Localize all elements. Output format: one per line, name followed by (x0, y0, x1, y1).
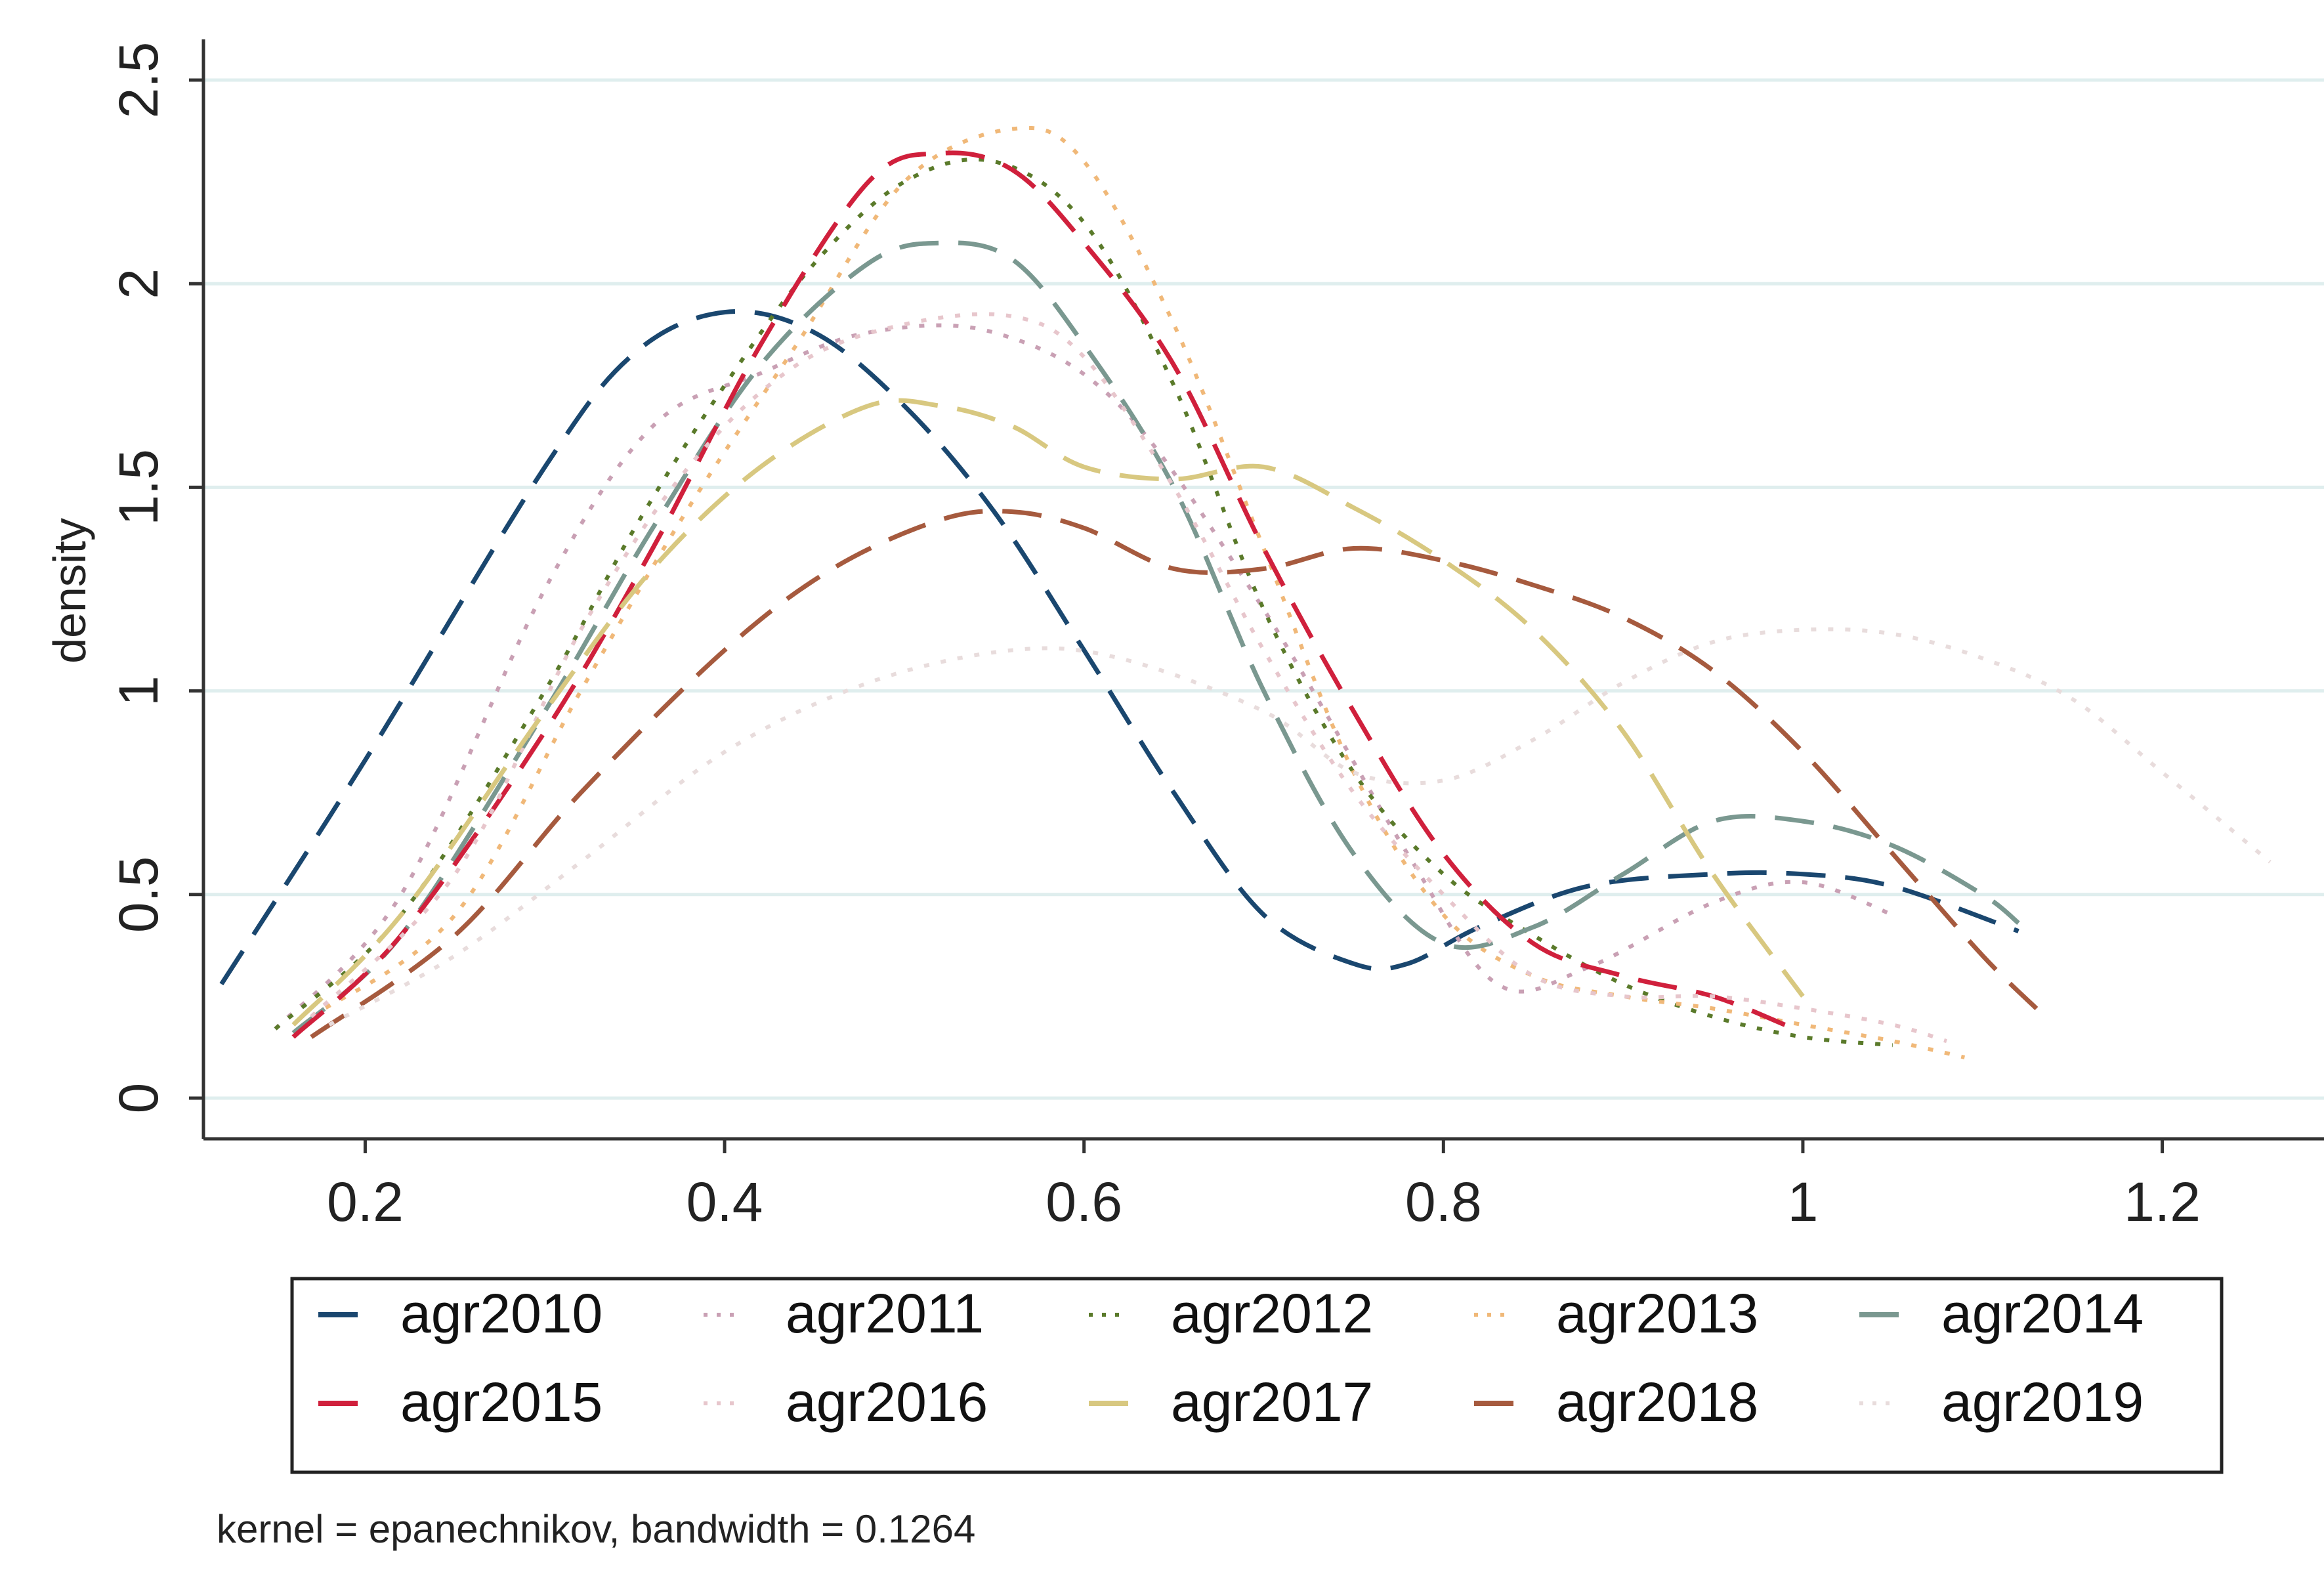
series-line-agr2012 (274, 157, 1893, 1048)
x-tick-label: 1 (1788, 1171, 1819, 1233)
series-line-agr2015 (291, 150, 1786, 1039)
series-lines (219, 125, 2271, 1059)
series-line-agr2019 (328, 627, 2271, 1027)
axes (201, 39, 2324, 1141)
x-tick-label: 0.6 (1046, 1171, 1122, 1233)
legend: agr2010 agr2011 agr2012 agr2013 agr2014 agr20… (290, 1277, 2224, 1474)
legend-label-agr2018: agr2018 (1556, 1371, 1758, 1433)
y-tick-label: 0 (108, 1083, 169, 1114)
x-tick-label: 0.4 (687, 1171, 763, 1233)
y-tick-label: 0.5 (108, 856, 169, 933)
y-axis-label: density (44, 518, 95, 664)
x-ticks: 0.2 0.4 0.6 0.8 1 1.2 (327, 1139, 2201, 1233)
legend-box (290, 1277, 2224, 1474)
legend-label-agr2012: agr2012 (1171, 1283, 1373, 1344)
legend-label-agr2015: agr2015 (400, 1371, 602, 1433)
legend-label-agr2019: agr2019 (1941, 1371, 2144, 1433)
series-line-agr2014 (291, 240, 2020, 1035)
series-line-agr2018 (310, 509, 2039, 1039)
legend-label-agr2010: agr2010 (400, 1283, 602, 1344)
x-tick-label: 0.8 (1405, 1171, 1482, 1233)
kernel-note: kernel = epanechnikov, bandwidth = 0.126… (217, 1507, 975, 1551)
series-line-agr2010 (219, 308, 2019, 986)
x-tick-label: 1.2 (2124, 1171, 2201, 1233)
legend-label-agr2014: agr2014 (1941, 1283, 2144, 1344)
series-line-agr2017 (291, 398, 1805, 1027)
y-tick-label: 1 (108, 675, 169, 706)
legend-label-agr2011: agr2011 (786, 1283, 984, 1344)
y-ticks: 0 0.5 1 1.5 2 2.5 (108, 42, 203, 1114)
x-tick-label: 0.2 (327, 1171, 404, 1233)
legend-label-agr2013: agr2013 (1556, 1283, 1758, 1344)
y-tick-label: 1.5 (108, 449, 169, 526)
legend-label-agr2016: agr2016 (786, 1371, 988, 1433)
legend-label-agr2017: agr2017 (1171, 1371, 1373, 1433)
series-line-agr2011 (274, 323, 1893, 1031)
y-tick-label: 2 (108, 268, 169, 299)
y-tick-label: 2.5 (108, 42, 169, 119)
